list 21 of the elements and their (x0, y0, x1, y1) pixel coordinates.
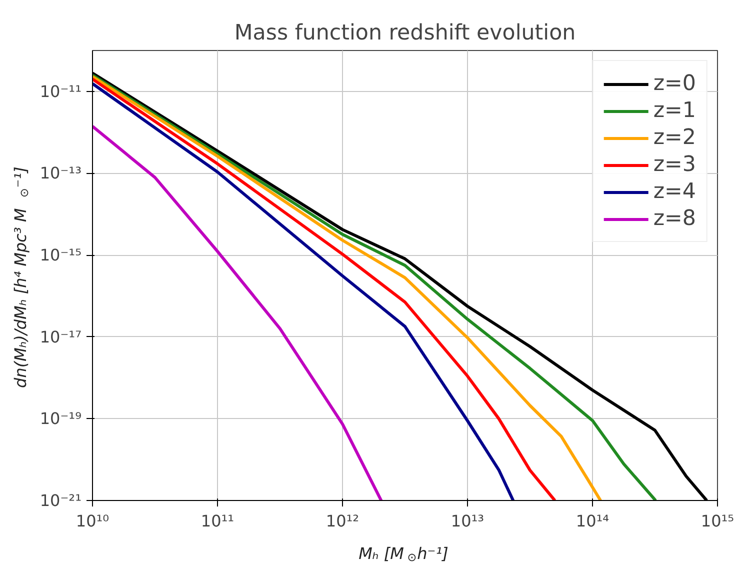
legend-label: z=2 (653, 125, 696, 150)
x-tick-label: 10¹⁰ (76, 512, 110, 530)
y-tick-label: 10⁻¹⁷ (40, 327, 82, 346)
y-tick-label: 10⁻¹⁵ (40, 246, 82, 265)
x-tick-label: 10¹¹ (200, 512, 234, 530)
x-tick-label: 10¹⁵ (700, 512, 734, 530)
legend-label: z=8 (653, 206, 696, 231)
x-tick-label: 10¹² (326, 512, 360, 530)
x-axis-title: Mₕ [M⊙h⁻¹] (358, 544, 448, 564)
chart-title: Mass function redshift evolution (234, 20, 576, 46)
y-tick-label: 10⁻¹⁹ (40, 409, 82, 428)
legend-label: z=1 (653, 98, 696, 123)
legend-label: z=4 (653, 179, 696, 204)
y-tick-label: 10⁻¹³ (40, 164, 82, 183)
y-tick-label: 10⁻²¹ (40, 491, 82, 510)
y-axis-title: dn(Mₕ)/dMₕ [h⁴ Mpc³ M⊙⁻¹] (11, 166, 31, 388)
y-tick-label: 10⁻¹¹ (40, 82, 82, 101)
legend-label: z=0 (653, 71, 696, 96)
x-tick-label: 10¹³ (450, 512, 484, 530)
x-tick-label: 10¹⁴ (576, 512, 610, 530)
legend-label: z=3 (653, 152, 696, 177)
